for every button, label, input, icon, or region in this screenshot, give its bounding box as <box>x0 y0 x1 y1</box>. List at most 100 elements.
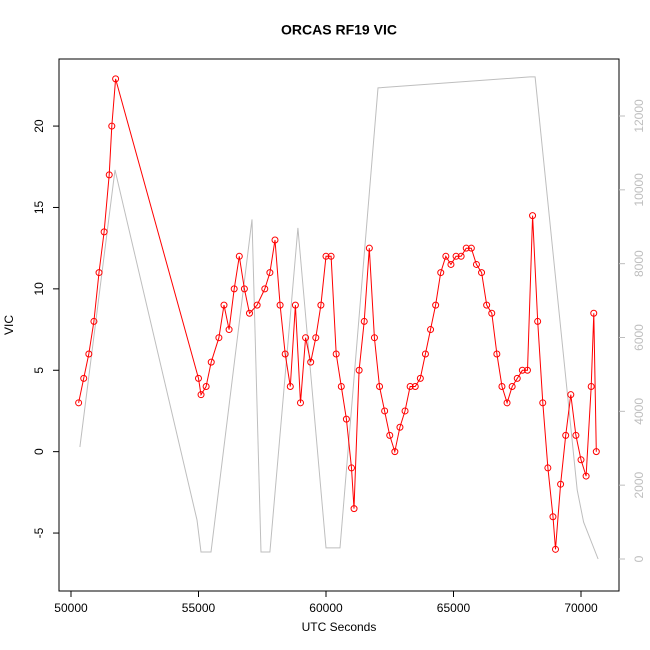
data-point <box>322 252 330 260</box>
y-tick-label: 20 <box>32 119 46 133</box>
data-point <box>567 391 575 399</box>
data-point <box>577 456 585 464</box>
data-point <box>572 431 580 439</box>
data-point <box>452 252 460 260</box>
data-point <box>457 252 465 260</box>
x-tick-label: 65000 <box>437 601 471 615</box>
y-tick-label: 5 <box>32 367 46 374</box>
data-point <box>391 448 399 456</box>
data-point <box>215 334 223 342</box>
chart-title: ORCAS RF19 VIC <box>281 22 397 38</box>
data-point <box>80 374 88 382</box>
data-point <box>472 260 480 268</box>
data-point <box>498 383 506 391</box>
data-point <box>112 75 120 83</box>
data-point <box>518 366 526 374</box>
data-point <box>347 464 355 472</box>
y2-tick-label: 2000 <box>632 471 646 498</box>
data-point <box>401 407 409 415</box>
data-point <box>508 383 516 391</box>
data-point <box>503 399 511 407</box>
data-point <box>549 513 557 521</box>
data-point <box>220 301 228 309</box>
data-point <box>202 383 210 391</box>
data-point <box>587 383 595 391</box>
x-tick-label: 55000 <box>182 601 216 615</box>
data-point <box>360 317 368 325</box>
data-point <box>240 285 248 293</box>
x-axis-label: UTC Seconds <box>302 620 377 634</box>
data-point <box>529 212 537 220</box>
y2-tick-label: 10000 <box>632 173 646 207</box>
data-point <box>342 415 350 423</box>
data-point <box>523 366 531 374</box>
data-point <box>406 383 414 391</box>
data-point <box>539 399 547 407</box>
data-point <box>90 317 98 325</box>
y2-tick-label: 6000 <box>632 324 646 351</box>
data-point <box>582 472 590 480</box>
data-point <box>350 505 358 513</box>
data-point <box>307 358 315 366</box>
series-line <box>79 76 599 560</box>
data-point <box>266 269 274 277</box>
x-tick-label: 50000 <box>54 601 88 615</box>
data-point <box>447 260 455 268</box>
y2-tick-label: 0 <box>632 555 646 562</box>
data-point <box>411 383 419 391</box>
series-line <box>78 78 597 550</box>
x-tick-label: 60000 <box>309 601 343 615</box>
data-point <box>271 236 279 244</box>
data-point <box>85 350 93 358</box>
data-point <box>488 309 496 317</box>
data-point <box>317 301 325 309</box>
data-point <box>281 350 289 358</box>
data-point <box>75 399 83 407</box>
y-tick-label: 0 <box>32 448 46 455</box>
data-point <box>462 244 470 252</box>
data-point <box>235 252 243 260</box>
data-point <box>327 252 335 260</box>
data-point <box>194 374 202 382</box>
data-point <box>245 309 253 317</box>
data-point <box>207 358 215 366</box>
data-point <box>544 464 552 472</box>
y-tick-label: 10 <box>32 282 46 296</box>
data-point <box>100 228 108 236</box>
data-point <box>562 431 570 439</box>
data-point <box>253 301 261 309</box>
data-point <box>427 326 435 334</box>
data-point <box>592 448 600 456</box>
y2-tick-label: 12000 <box>632 99 646 133</box>
data-point <box>416 374 424 382</box>
data-point <box>493 350 501 358</box>
data-point <box>302 334 310 342</box>
data-point <box>437 269 445 277</box>
data-point <box>105 171 113 179</box>
y2-tick-label: 8000 <box>632 250 646 277</box>
y2-tick-label: 4000 <box>632 398 646 425</box>
data-point <box>365 244 373 252</box>
y-tick-label: 15 <box>32 200 46 214</box>
data-point <box>197 391 205 399</box>
data-point <box>478 269 486 277</box>
data-point <box>225 326 233 334</box>
data-point <box>337 383 345 391</box>
data-point <box>276 301 284 309</box>
data-point <box>557 480 565 488</box>
data-point <box>286 383 294 391</box>
data-point <box>376 383 384 391</box>
data-point <box>291 301 299 309</box>
data-point <box>381 407 389 415</box>
data-point <box>312 334 320 342</box>
data-point <box>296 399 304 407</box>
plot-frame <box>58 58 620 592</box>
data-point <box>442 252 450 260</box>
data-point <box>467 244 475 252</box>
data-point <box>432 301 440 309</box>
y-tick-label: -5 <box>32 527 46 538</box>
data-point <box>95 269 103 277</box>
data-point <box>332 350 340 358</box>
y-axis-label: VIC <box>2 315 16 335</box>
